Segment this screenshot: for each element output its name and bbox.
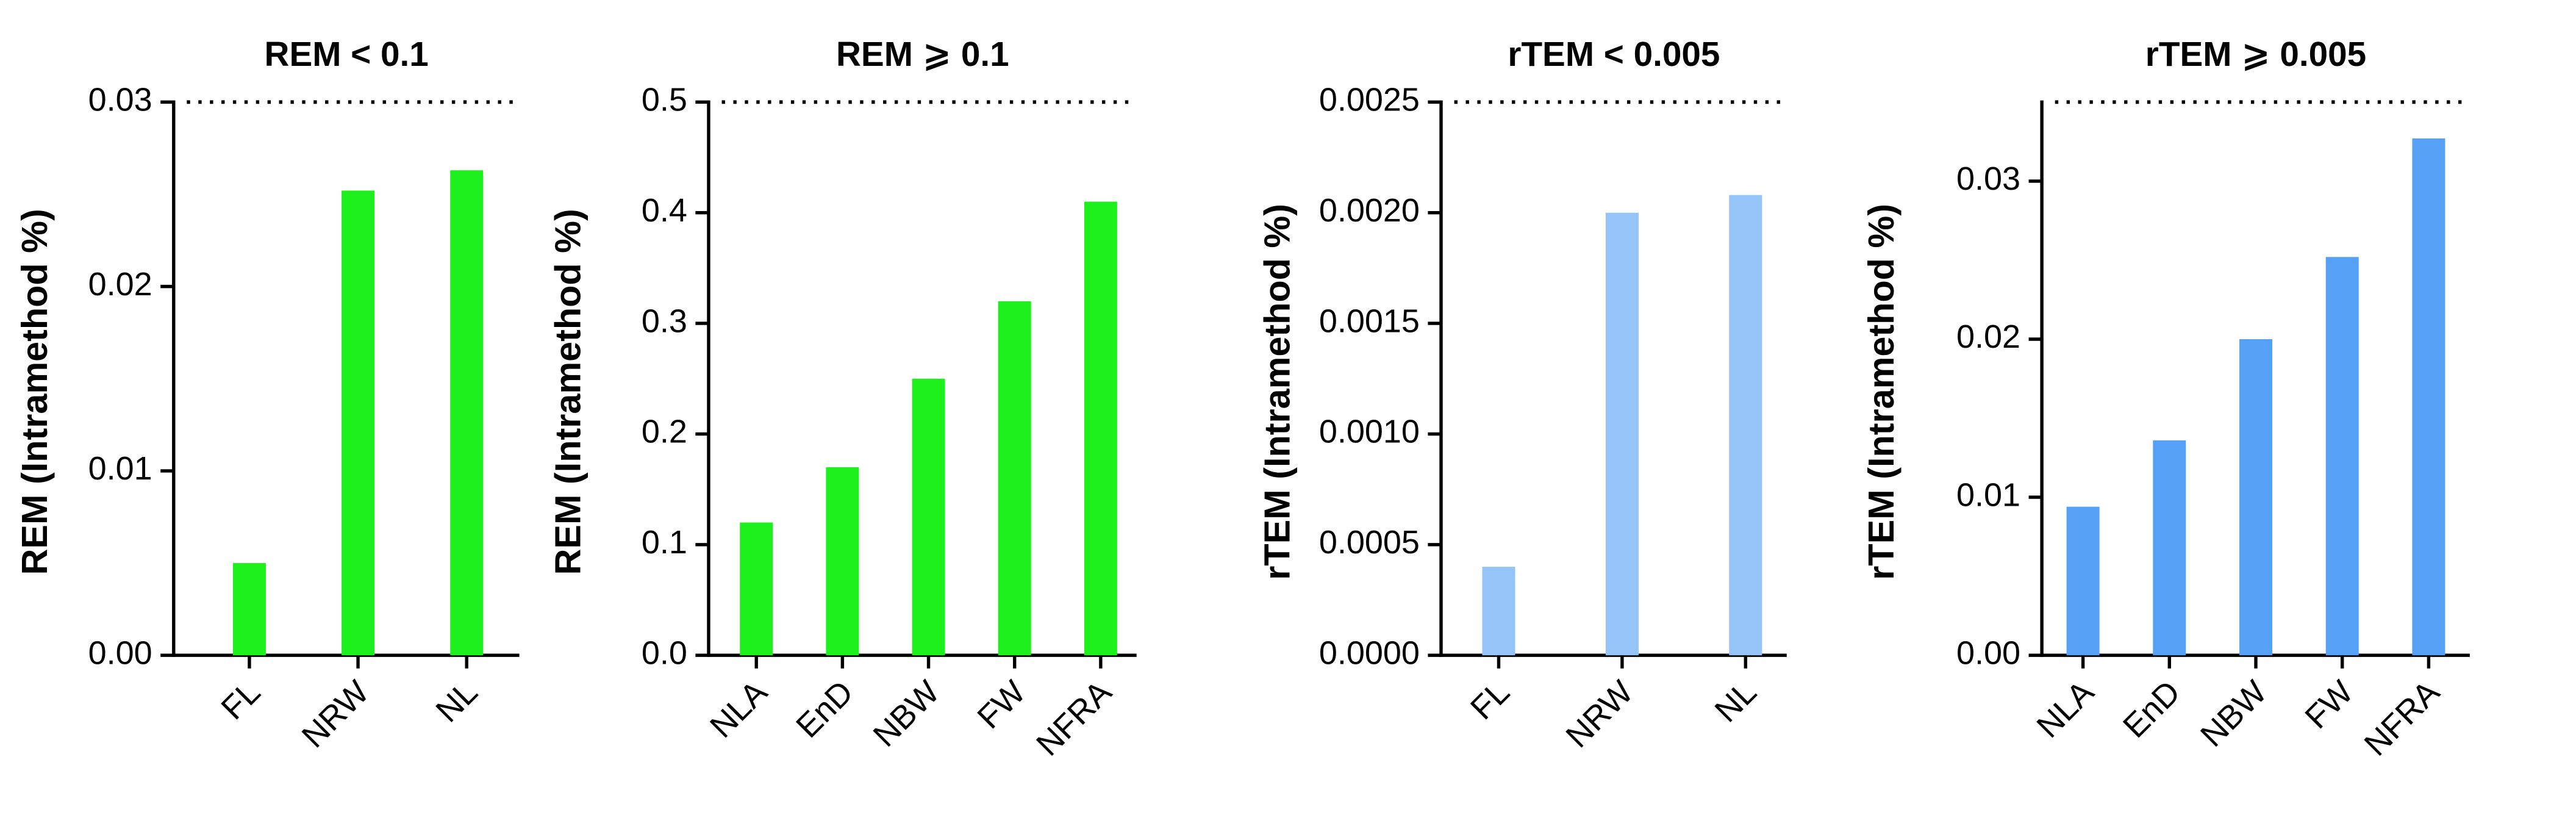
y-tick-label: 0.0025 [1319, 82, 1420, 118]
chart-title: rTEM < 0.005 [1508, 35, 1720, 74]
bar [998, 301, 1031, 656]
x-tick-label: NL [1708, 673, 1763, 729]
x-tick-label: FW [2298, 673, 2360, 736]
y-tick-label: 0.02 [1956, 318, 2020, 355]
y-tick-label: 0.01 [88, 450, 152, 487]
x-tick-label: NFRA [2357, 673, 2446, 763]
x-tick-label: NRW [295, 673, 376, 755]
y-tick-label: 0.0010 [1319, 414, 1420, 450]
bar [740, 522, 773, 656]
y-tick-label: 0.0020 [1319, 192, 1420, 229]
bar [1605, 212, 1639, 656]
chart-title: rTEM ⩾ 0.005 [2145, 35, 2366, 74]
y-tick-label: 0.0000 [1319, 634, 1420, 671]
y-tick-label: 0.5 [642, 82, 687, 118]
x-tick-label: NL [429, 673, 484, 729]
x-tick-label: FL [214, 673, 267, 727]
bar [450, 170, 484, 656]
bar [2412, 138, 2445, 656]
y-axis-label: REM (Intramethod %) [547, 209, 588, 575]
y-axis-label: rTEM (Intramethod %) [1257, 204, 1298, 580]
y-tick-label: 0.03 [88, 82, 152, 118]
y-axis-label: REM (Intramethod %) [14, 209, 55, 575]
x-tick-label: NLA [703, 673, 775, 745]
x-tick-label: EnD [2116, 673, 2188, 745]
y-tick-label: 0.1 [642, 524, 687, 561]
bar [342, 190, 375, 656]
y-tick-label: 0.4 [642, 192, 687, 229]
x-tick-label: NBW [2194, 673, 2274, 754]
x-tick-label: NFRA [1029, 673, 1118, 763]
y-tick-label: 0.00 [1956, 634, 2020, 671]
y-axis-label: rTEM (Intramethod %) [1861, 204, 1902, 580]
y-tick-label: 0.0015 [1319, 303, 1420, 339]
x-tick-label: FW [970, 673, 1032, 736]
bar [232, 563, 266, 656]
bar [826, 467, 859, 656]
x-tick-label: EnD [789, 673, 860, 745]
bar [2153, 440, 2186, 656]
chart-title: REM ⩾ 0.1 [836, 35, 1009, 74]
y-tick-label: 0.03 [1956, 160, 2020, 197]
x-tick-label: NRW [1559, 673, 1640, 755]
bar [912, 378, 945, 656]
x-tick-label: NLA [2030, 673, 2101, 745]
bar [2325, 257, 2359, 656]
y-tick-label: 0.01 [1956, 476, 2020, 513]
x-tick-label: FL [1464, 673, 1517, 727]
bar [1482, 567, 1515, 656]
bar [2066, 506, 2100, 656]
y-tick-label: 0.02 [88, 266, 152, 303]
y-tick-label: 0.2 [642, 414, 687, 450]
y-tick-label: 0.3 [642, 303, 687, 339]
chart-title: REM < 0.1 [265, 35, 429, 74]
bar [2239, 339, 2272, 656]
bar [1084, 201, 1117, 656]
x-tick-label: NBW [866, 673, 946, 754]
bar [1729, 195, 1762, 656]
y-tick-label: 0.00 [88, 634, 152, 671]
y-tick-label: 0.0005 [1319, 524, 1420, 561]
y-tick-label: 0.0 [642, 634, 687, 671]
